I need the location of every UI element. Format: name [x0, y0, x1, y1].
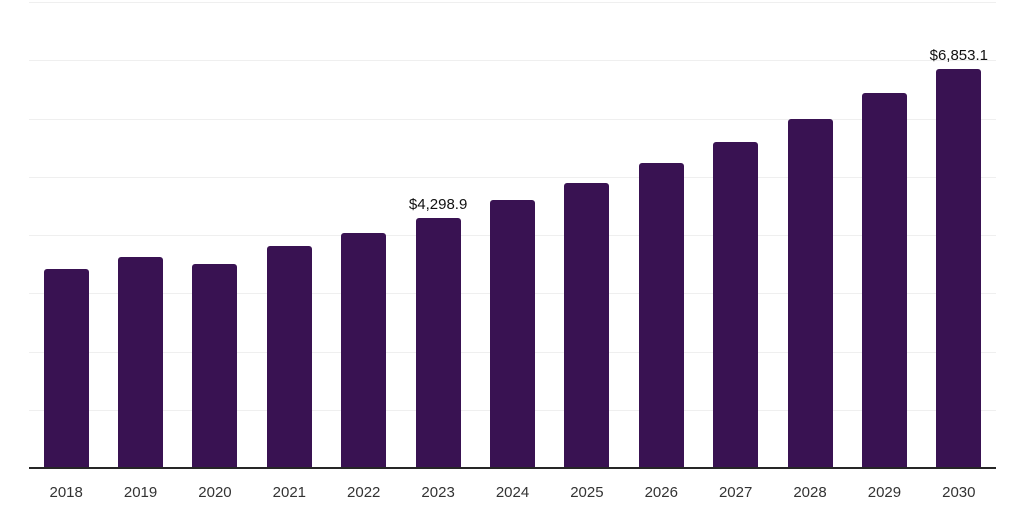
bar-2023 — [415, 217, 461, 468]
bar-value-label-2023: $4,298.9 — [408, 195, 468, 213]
bar-2018 — [43, 269, 89, 468]
bar-2029 — [861, 93, 907, 468]
bar-2028 — [787, 119, 833, 468]
gridline-5000 — [29, 176, 996, 178]
x-tick-label-2021: 2021 — [272, 484, 307, 501]
bar-value-label-2030: $6,853.1 — [929, 46, 988, 64]
x-tick-label-2018: 2018 — [49, 484, 83, 501]
x-tick-label-2030: 2030 — [942, 484, 976, 501]
x-tick-label-2026: 2026 — [644, 484, 678, 501]
bar-2020 — [192, 263, 238, 468]
x-tick-label-2029: 2029 — [867, 484, 902, 501]
bar-2026 — [638, 163, 684, 468]
bar-2030 — [936, 68, 982, 468]
gridline-6000 — [29, 118, 996, 120]
x-tick-label-2027: 2027 — [718, 484, 753, 501]
bar-2021 — [266, 246, 312, 468]
x-tick-label-2020: 2020 — [198, 484, 232, 501]
bar-2019 — [118, 257, 164, 468]
x-tick-label-2024: 2024 — [495, 484, 530, 501]
bar-2025 — [564, 182, 610, 468]
gridline-8000 — [29, 2, 996, 3]
x-tick-label-2023: 2023 — [421, 484, 455, 501]
x-tick-label-2022: 2022 — [347, 484, 381, 501]
x-axis-line — [29, 467, 996, 469]
bar-2022 — [341, 232, 387, 468]
gridline-7000 — [29, 60, 996, 62]
bar-2027 — [713, 141, 759, 468]
x-tick-label-2019: 2019 — [123, 484, 158, 501]
x-tick-label-2025: 2025 — [570, 484, 604, 501]
x-tick-label-2028: 2028 — [793, 484, 827, 501]
bar-2024 — [490, 200, 535, 468]
